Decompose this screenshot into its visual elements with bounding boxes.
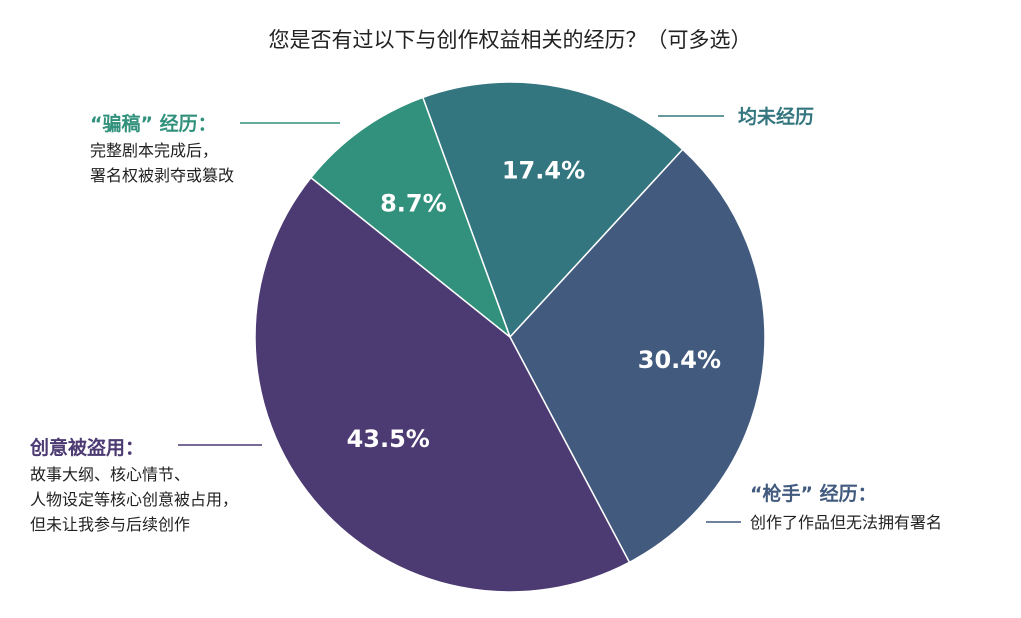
slice-description-line: 故事大纲、核心情节、 [30, 465, 190, 484]
pie-slice-3 [254, 176, 631, 593]
pie-slice-4 [309, 96, 512, 340]
slice-value-label: 43.5% [347, 425, 430, 453]
slice-value-label: 8.7% [380, 189, 447, 217]
slice-category-label: “骗稿” 经历： [90, 112, 217, 135]
slice-value-label: 17.4% [502, 157, 585, 185]
slice-category-label: 创意被盗用： [29, 436, 144, 459]
chart-title: 您是否有过以下与创作权益相关的经历？（可多选） [269, 28, 752, 52]
slice-description-line: 创作了作品但无法拥有署名 [750, 513, 942, 532]
slice-category-label: 均未经历 [738, 105, 814, 128]
pie-slices [254, 81, 766, 593]
slice-category-label: “枪手” 经历： [750, 482, 877, 505]
pie-slice-1 [421, 81, 684, 339]
slice-value-label: 30.4% [638, 346, 721, 374]
slice-description-line: 但未让我参与后续创作 [30, 515, 190, 534]
slice-description-line: 人物设定等核心创意被占用， [30, 490, 238, 509]
slice-description-line: 署名权被剥夺或篡改 [90, 166, 234, 185]
percentage-labels: 17.4% 30.4% 43.5% 8.7% [347, 157, 721, 453]
pie-slice-2 [509, 148, 766, 564]
slice-description-line: 完整剧本完成后， [90, 141, 218, 160]
slice-annotations: 均未经历 “枪手” 经历： 创作了作品但无法拥有署名 创意被盗用： 故事大纲、核心情节、… [29, 105, 942, 534]
